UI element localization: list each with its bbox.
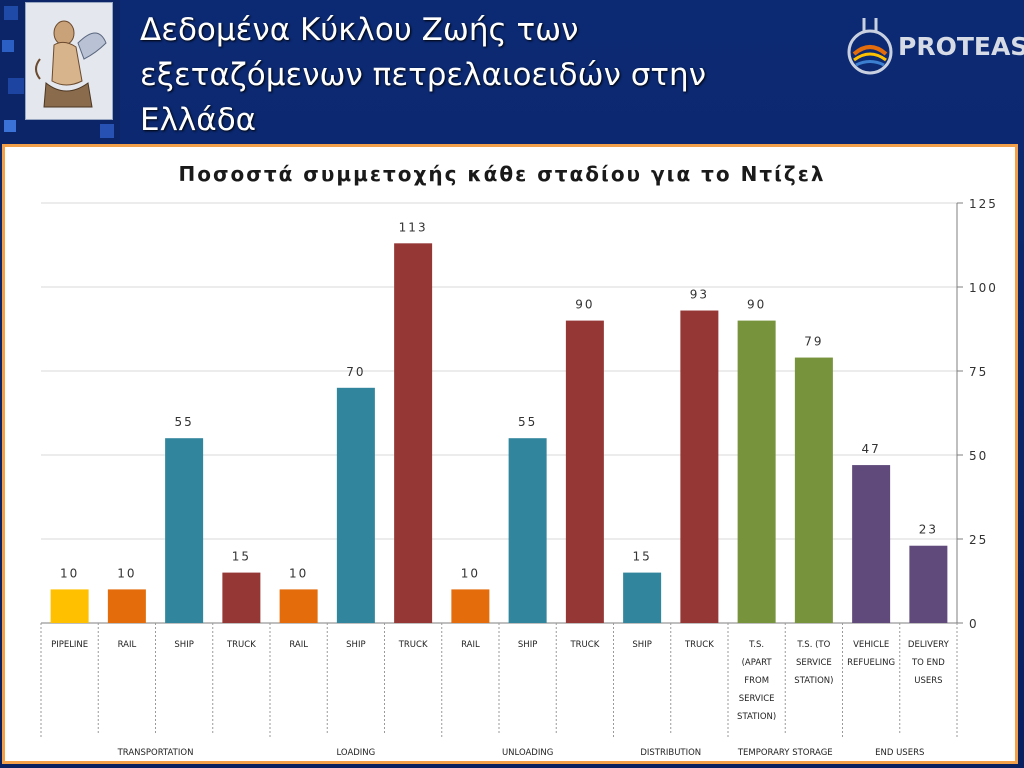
category-label: RAIL <box>461 640 480 650</box>
axis-layer: 0 25 50 75 100 125 <box>40 197 998 737</box>
category-label: PIPELINE <box>51 640 88 650</box>
bar <box>165 438 204 623</box>
bar <box>565 320 604 623</box>
category-label: SHIP <box>346 640 365 650</box>
bar-value-label: 10 <box>289 566 308 580</box>
bar-value-label: 55 <box>518 415 537 429</box>
proteas-flask-icon <box>847 18 893 75</box>
bar <box>737 320 776 623</box>
bar-value-label: 55 <box>174 415 193 429</box>
mosaic-decor <box>4 6 18 20</box>
bar-value-label: 23 <box>919 523 938 537</box>
bar-value-label: 15 <box>632 550 651 564</box>
bar <box>852 465 891 623</box>
bar-value-label: 10 <box>461 566 480 580</box>
y-tick-label: 25 <box>969 533 988 547</box>
mosaic-decor <box>4 120 16 132</box>
mosaic-decor <box>100 124 114 138</box>
proteas-brand-text: PROTEAS <box>898 32 1024 61</box>
bar-value-label: 10 <box>117 566 136 580</box>
bar <box>394 243 433 623</box>
bar-value-label: 93 <box>690 288 709 302</box>
y-tick-label: 50 <box>969 449 988 463</box>
chart-title: Ποσοστά συμμετοχής κάθε σταδίου για το Ν… <box>178 162 825 186</box>
bar <box>451 589 490 623</box>
bar-value-label: 15 <box>232 550 251 564</box>
bar <box>794 357 833 623</box>
bar-value-label: 47 <box>861 442 880 456</box>
bars-layer <box>50 243 948 623</box>
proteas-logo: PROTEAS <box>846 14 1024 76</box>
category-label: TRUCK <box>226 640 256 650</box>
bar-value-label: 90 <box>575 298 594 312</box>
bar <box>107 589 146 623</box>
category-label: T.S. (APART FROM SERVICE STATION) <box>737 640 776 722</box>
category-label: TRUCK <box>398 640 428 650</box>
prometheus-emblem-icon <box>26 3 112 119</box>
labels-layer: 10 PIPELINE 10 RAIL 55 SHIP 15 TRUCK 10 RAIL 70 SHI… <box>51 220 950 758</box>
y-tick-label: 100 <box>969 281 998 295</box>
bar <box>680 310 719 623</box>
category-label: SHIP <box>518 640 537 650</box>
y-tick-label: 125 <box>969 197 998 211</box>
category-label: VEHICLE REFUELING <box>847 640 895 668</box>
bar <box>508 438 547 623</box>
group-label: DISTRIBUTION <box>640 748 701 758</box>
group-label: TEMPORARY STORAGE <box>737 748 833 758</box>
bar <box>222 572 261 623</box>
bar-value-label: 79 <box>804 335 823 349</box>
bar <box>623 572 662 623</box>
group-label: END USERS <box>875 748 924 758</box>
category-label: RAIL <box>289 640 308 650</box>
y-tick-label: 75 <box>969 365 988 379</box>
bar <box>336 387 375 623</box>
bar-value-label: 10 <box>60 566 79 580</box>
group-label: UNLOADING <box>502 748 553 758</box>
slide-title-line-2: εξεταζόμενων πετρελαιοειδών στην <box>140 57 707 93</box>
category-label: SHIP <box>174 640 193 650</box>
bar-chart: 10 PIPELINE 10 RAIL 55 SHIP 15 TRUCK 10 RAIL 70 SHI… <box>40 162 998 758</box>
university-logo <box>25 2 113 120</box>
slide-title-line-3: Ελλάδα <box>140 102 257 138</box>
mosaic-decor <box>8 78 24 94</box>
y-tick-label: 0 <box>969 617 979 631</box>
group-label: TRANSPORTATION <box>117 748 194 758</box>
chart-frame: 10 PIPELINE 10 RAIL 55 SHIP 15 TRUCK 10 RAIL 70 SHI… <box>2 144 1018 764</box>
category-label: SHIP <box>632 640 651 650</box>
bar <box>50 589 89 623</box>
bar-value-label: 70 <box>346 365 365 379</box>
bar <box>279 589 318 623</box>
bar-value-label: 113 <box>399 220 428 234</box>
bar-value-label: 90 <box>747 298 766 312</box>
slide-title: Δεδομένα Κύκλου Ζωής των εξεταζόμενων πε… <box>140 8 820 143</box>
category-label: T.S. (TO SERVICE STATION) <box>794 640 833 686</box>
category-label: TRUCK <box>684 640 714 650</box>
category-label: DELIVERY TO END USERS <box>908 640 950 686</box>
category-label: RAIL <box>118 640 137 650</box>
bar <box>909 545 948 623</box>
group-label: LOADING <box>336 748 375 758</box>
mosaic-decor <box>2 40 14 52</box>
category-label: TRUCK <box>569 640 599 650</box>
slide-title-line-1: Δεδομένα Κύκλου Ζωής των <box>140 12 579 48</box>
